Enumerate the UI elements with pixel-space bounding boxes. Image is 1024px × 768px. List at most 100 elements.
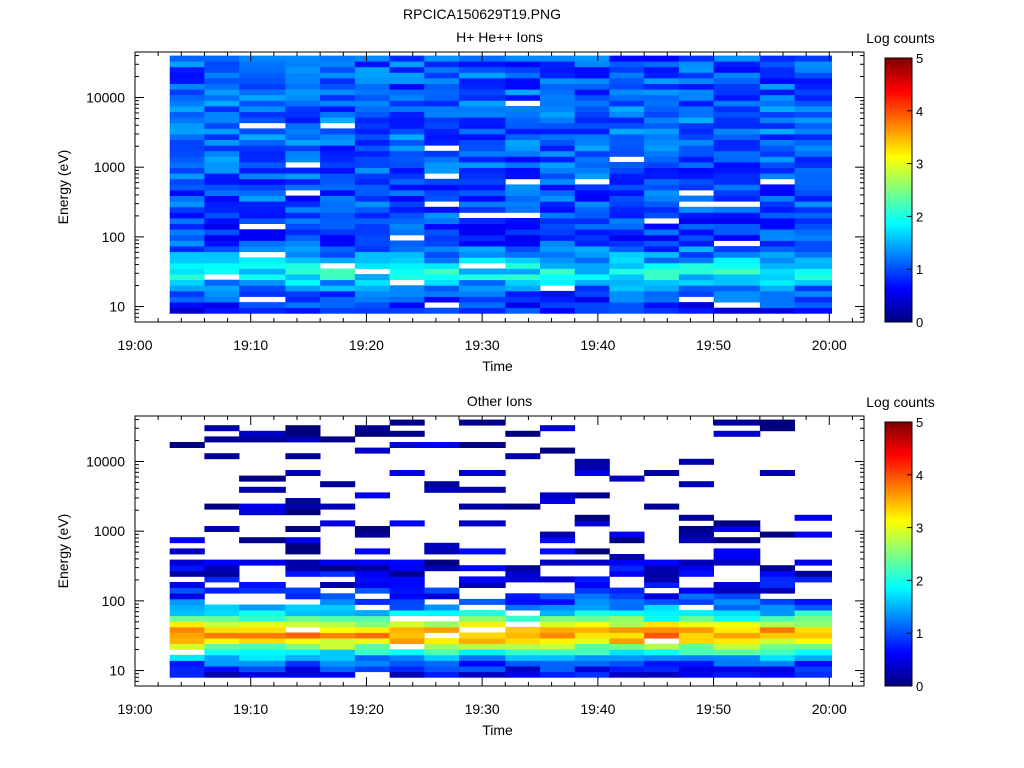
heatmap-cell [424, 559, 460, 566]
heatmap-cell [459, 643, 506, 650]
heatmap-cell [320, 520, 356, 527]
heatmap-cell [389, 666, 425, 673]
heatmap-cell [540, 156, 576, 163]
heatmap-cell [574, 464, 610, 471]
heatmap-cell [609, 134, 645, 140]
heatmap-cell [505, 145, 541, 152]
heatmap-cell [678, 285, 714, 292]
heatmap-cell [285, 548, 321, 555]
heatmap-cell [285, 106, 321, 112]
heatmap-cell [609, 195, 645, 202]
heatmap-cell [239, 134, 286, 140]
heatmap-cell [794, 162, 832, 168]
heatmap-cell [794, 638, 832, 645]
heatmap-cell [794, 122, 832, 129]
heatmap-cell [320, 61, 356, 68]
x-tick-label: 20:00 [812, 701, 847, 717]
heatmap-cell [713, 128, 761, 135]
heatmap-cell [285, 593, 321, 600]
heatmap-cell [389, 156, 425, 163]
heatmap-cell [678, 83, 714, 90]
heatmap-cell [759, 257, 795, 264]
heatmap-cell [169, 184, 205, 191]
heatmap-cell [424, 106, 460, 112]
heatmap-cell [320, 66, 356, 73]
heatmap-cell [678, 290, 714, 297]
heatmap-cell [644, 156, 680, 163]
heatmap-cell [320, 178, 356, 185]
heatmap-cell [285, 111, 321, 118]
heatmap-cell [239, 156, 286, 163]
ion-spectrogram-panel-hplus: H+ He++ Ions 19:00 19:10 19:20 19:30 19:40 19:… [55, 29, 935, 374]
heatmap-cell [505, 279, 541, 286]
heatmap-cell [678, 598, 714, 605]
heatmap-cell [678, 262, 714, 269]
heatmap-cell [678, 206, 714, 213]
heatmap-cell [759, 632, 795, 639]
heatmap-cell [759, 643, 795, 650]
heatmap-cell [239, 234, 286, 241]
heatmap-cell [239, 486, 286, 493]
heatmap-cell [678, 167, 714, 174]
heatmap-cell [239, 475, 286, 482]
heatmap-cell [285, 453, 321, 460]
heatmap-cell [794, 100, 832, 107]
heatmap-cell [794, 643, 832, 650]
heatmap-cell [609, 100, 645, 107]
x-axis-label: Time [482, 358, 513, 374]
heatmap-cell [505, 111, 541, 118]
heatmap-cell [505, 83, 541, 90]
colorbar-tick-label: 1 [916, 626, 923, 641]
heatmap-cell [644, 106, 680, 112]
heatmap-cell [713, 654, 761, 661]
colorbar-tick-label: 0 [916, 315, 923, 330]
heatmap-cell [169, 279, 205, 286]
heatmap-cell [169, 229, 205, 236]
heatmap-cell [540, 251, 576, 258]
heatmap-cell [713, 178, 761, 185]
heatmap-cell [505, 173, 541, 180]
heatmap-cell [204, 587, 240, 594]
heatmap-cell [239, 66, 286, 73]
heatmap-cell [389, 66, 425, 73]
heatmap-cell [320, 240, 356, 247]
heatmap-cell [204, 184, 240, 191]
heatmap-cell [644, 89, 680, 96]
heatmap-cell [169, 654, 205, 661]
heatmap-cell [609, 251, 645, 258]
heatmap-cell [354, 587, 390, 594]
heatmap-cell [759, 626, 795, 633]
heatmap-cell [574, 559, 610, 566]
heatmap-cell [574, 251, 610, 258]
heatmap-cell [204, 279, 240, 286]
heatmap-cell [354, 106, 390, 112]
heatmap-cell [239, 671, 286, 678]
heatmap-cell [204, 195, 240, 202]
heatmap-cell [713, 106, 761, 112]
heatmap-cell [389, 111, 425, 118]
heatmap-cell [644, 234, 680, 241]
heatmap-cell [505, 307, 541, 314]
heatmap-cell [540, 307, 576, 314]
heatmap-cell [204, 89, 240, 96]
heatmap-cell [204, 150, 240, 157]
heatmap-cell [204, 307, 240, 314]
heatmap-cell [574, 470, 610, 476]
heatmap-cell [459, 582, 506, 588]
heatmap-cell [794, 649, 832, 656]
heatmap-cell [609, 570, 645, 577]
heatmap-cell [794, 251, 832, 258]
heatmap-cell [574, 514, 610, 521]
heatmap-cell [320, 72, 356, 79]
heatmap-cell [574, 206, 610, 213]
heatmap-cell [389, 419, 425, 426]
heatmap-cell [644, 671, 680, 678]
heatmap-cell [574, 666, 610, 673]
heatmap-cell [459, 184, 506, 191]
heatmap-cell [320, 654, 356, 661]
heatmap-cell [424, 167, 460, 174]
heatmap-cell [505, 302, 541, 309]
heatmap-cell [424, 72, 460, 79]
heatmap-cell [169, 218, 205, 224]
heatmap-cell [794, 223, 832, 230]
